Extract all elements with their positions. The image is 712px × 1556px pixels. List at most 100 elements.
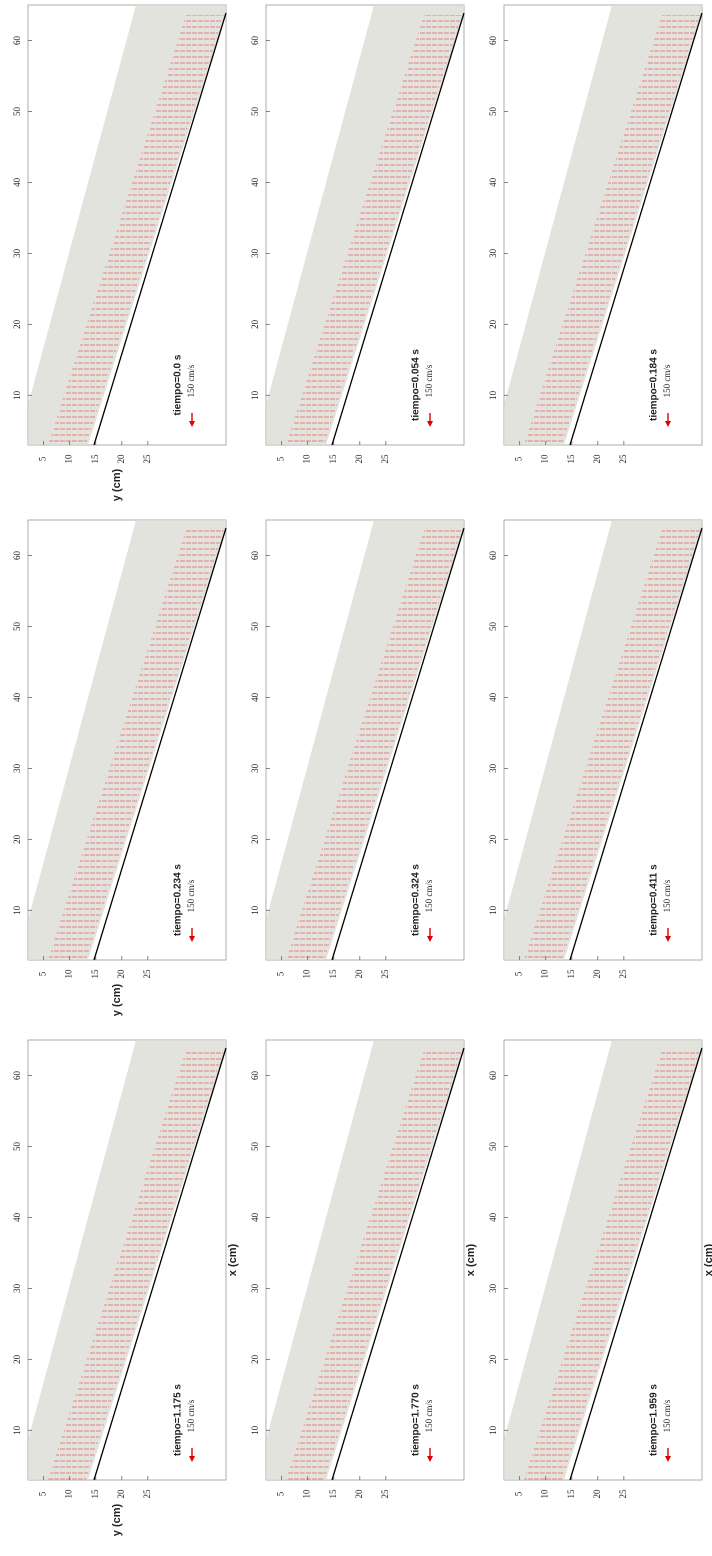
- x-tick-label: 20: [250, 834, 260, 844]
- x-tick-label: 50: [488, 1141, 498, 1151]
- x-tick-label: 10: [488, 1425, 498, 1435]
- x-tick-label: 40: [488, 692, 498, 702]
- panel: 10 20 30 40 50 60 5 10 15 20 25 tiempo=0.234 s 150 c…: [12, 519, 227, 1016]
- x-tick-label: 20: [12, 319, 22, 329]
- bed-line: [93, 1047, 227, 1481]
- scale-arrow-head: [427, 1456, 433, 1462]
- panel-title: tiempo=0.411 s: [649, 864, 660, 936]
- panel: 10 20 30 40 50 60 5 10 15 20 25 tiempo=0.324 s 150 c…: [250, 519, 465, 979]
- bed-line: [93, 527, 227, 961]
- scale-arrow-head: [189, 421, 195, 427]
- x-tick-label: 10: [12, 905, 22, 915]
- scale-label: 150 cm/s: [186, 364, 196, 397]
- scale-arrow-head: [427, 421, 433, 427]
- x-tick-label: 20: [12, 1354, 22, 1364]
- flow-texture: [524, 1050, 700, 1480]
- x-tick-label: 50: [250, 1141, 260, 1151]
- y-tick-label: 10: [540, 969, 550, 979]
- x-tick-label: 30: [12, 248, 22, 257]
- x-tick-label: 40: [488, 177, 498, 187]
- y-tick-label: 5: [38, 456, 48, 461]
- y-tick-label: 10: [64, 969, 74, 979]
- flow-texture: [48, 15, 224, 445]
- bed-line: [569, 527, 703, 961]
- y-tick-label: 10: [540, 1489, 550, 1499]
- flow-texture: [286, 530, 462, 960]
- panel: 10 20 30 40 50 60 5 10 15 20 25 tiempo=1.959 s 150 c…: [488, 1039, 712, 1499]
- y-tick-label: 5: [38, 971, 48, 976]
- x-tick-label: 40: [12, 1212, 22, 1222]
- y-tick-label: 5: [514, 456, 524, 461]
- bed-line: [569, 1047, 703, 1481]
- x-tick-label: 20: [488, 1354, 498, 1364]
- flow-texture: [48, 1050, 224, 1480]
- y-tick-label: 20: [592, 454, 602, 464]
- scale-arrow-head: [665, 936, 671, 942]
- scale-arrow-head: [189, 1456, 195, 1462]
- y-tick-label: 15: [566, 1489, 576, 1499]
- x-tick-label: 30: [12, 1283, 22, 1293]
- y-tick-label: 20: [116, 1489, 126, 1499]
- scale-label: 150 cm/s: [424, 879, 434, 912]
- y-tick-label: 15: [328, 969, 338, 979]
- scale-arrow-head: [665, 421, 671, 427]
- panel: 10 20 30 40 50 60 5 10 15 20 25 tiempo=0.411 s 150 c…: [488, 519, 703, 979]
- x-tick-label: 40: [250, 692, 260, 702]
- y-tick-label: 15: [566, 969, 576, 979]
- panel-title: tiempo=1.770 s: [411, 1384, 422, 1456]
- x-axis-label: x (cm): [703, 1243, 712, 1276]
- panel-title: tiempo=0.184 s: [649, 349, 660, 421]
- y-tick-label: 5: [276, 971, 286, 976]
- x-tick-label: 30: [488, 1283, 498, 1293]
- y-tick-label: 15: [90, 969, 100, 979]
- y-tick-label: 25: [380, 454, 390, 464]
- x-tick-label: 10: [12, 390, 22, 400]
- x-tick-label: 20: [488, 319, 498, 329]
- x-tick-label: 10: [250, 905, 260, 915]
- y-tick-label: 20: [116, 454, 126, 464]
- scale-arrow-head: [665, 1456, 671, 1462]
- flow-texture: [48, 530, 224, 960]
- x-tick-label: 30: [12, 763, 22, 773]
- x-tick-label: 30: [250, 1283, 260, 1293]
- x-tick-label: 40: [12, 177, 22, 187]
- x-tick-label: 30: [488, 248, 498, 257]
- y-axis-label: y (cm): [111, 1503, 123, 1536]
- x-tick-label: 50: [250, 621, 260, 631]
- scale-label: 150 cm/s: [662, 879, 672, 912]
- x-tick-label: 10: [488, 905, 498, 915]
- bed-line: [93, 12, 227, 446]
- scale-label: 150 cm/s: [662, 364, 672, 397]
- y-tick-label: 5: [514, 971, 524, 976]
- x-tick-label: 50: [12, 621, 22, 631]
- y-tick-label: 25: [142, 454, 152, 464]
- bed-line: [569, 12, 703, 446]
- x-tick-label: 60: [12, 1070, 22, 1080]
- y-tick-label: 10: [302, 454, 312, 464]
- x-tick-label: 60: [12, 550, 22, 560]
- y-tick-label: 5: [276, 456, 286, 461]
- panel: 10 20 30 40 50 60 5 10 15 20 25 tiempo=1.175 s 150 c…: [12, 1039, 239, 1536]
- y-tick-label: 15: [566, 454, 576, 464]
- y-tick-label: 25: [618, 454, 628, 464]
- flow-texture: [286, 15, 462, 445]
- x-tick-label: 40: [250, 177, 260, 187]
- y-tick-label: 10: [64, 1489, 74, 1499]
- scale-arrow-head: [427, 936, 433, 942]
- bed-line: [331, 12, 465, 446]
- y-tick-label: 15: [90, 1489, 100, 1499]
- panel: 10 20 30 40 50 60 5 10 15 20 25 tiempo=0.054 s 150 c…: [250, 4, 465, 464]
- y-tick-label: 20: [592, 969, 602, 979]
- panel: 10 20 30 40 50 60 5 10 15 20 25 tiempo=0.0 s 150 cm/…: [12, 4, 227, 501]
- x-tick-label: 30: [488, 763, 498, 773]
- flow-texture: [286, 1050, 462, 1480]
- x-tick-label: 60: [488, 550, 498, 560]
- x-tick-label: 50: [250, 106, 260, 116]
- panel-title: tiempo=1.959 s: [649, 1384, 660, 1456]
- y-tick-label: 20: [354, 454, 364, 464]
- flow-texture: [524, 15, 700, 445]
- bed-line: [331, 527, 465, 961]
- scale-label: 150 cm/s: [186, 1399, 196, 1432]
- x-tick-label: 60: [488, 1070, 498, 1080]
